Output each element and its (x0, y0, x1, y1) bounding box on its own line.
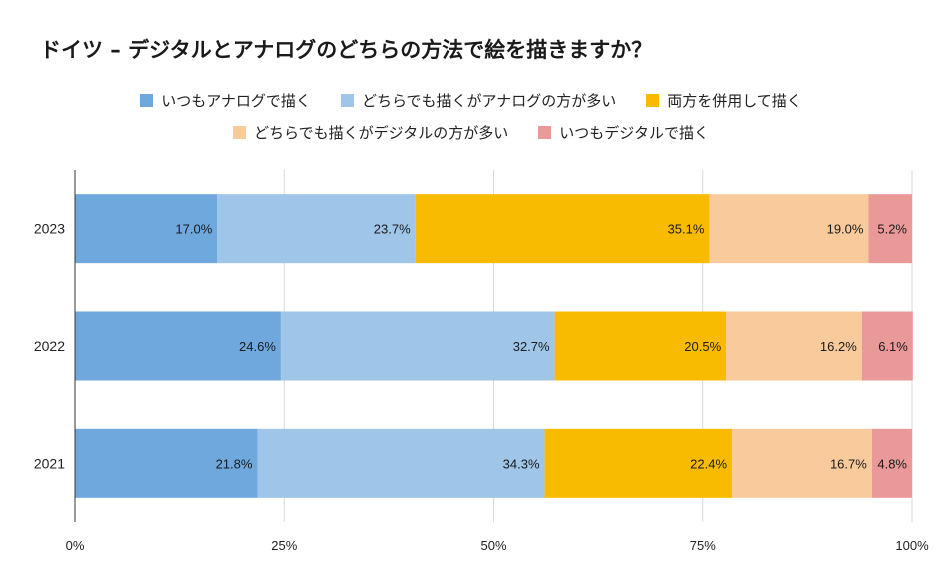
data-label: 4.8% (877, 456, 907, 471)
data-label: 6.1% (878, 339, 908, 354)
legend-row-2: どちらでも描くがデジタルの方が多い いつもデジタルで描く (0, 122, 942, 143)
x-tick-label: 75% (690, 538, 716, 553)
legend-item-mostly-digital: どちらでも描くがデジタルの方が多い (233, 122, 508, 143)
bar-segment (544, 428, 733, 498)
x-tick-label: 50% (480, 538, 506, 553)
legend-label: いつもデジタルで描く (559, 124, 709, 142)
legend-item-both: 両方を併用して描く (646, 90, 802, 111)
data-label: 16.2% (820, 339, 857, 354)
y-tick-label: 2023 (34, 221, 65, 237)
legend-label: 両方を併用して描く (667, 92, 802, 110)
bar-segment (75, 194, 218, 264)
bar-segment (75, 311, 281, 381)
legend-item-always-digital: いつもデジタルで描く (538, 122, 709, 143)
legend-swatch (233, 126, 247, 139)
data-label: 32.7% (513, 339, 550, 354)
legend-row-1: いつもアナログで描く どちらでも描くがアナログの方が多い 両方を併用して描く (0, 90, 942, 111)
x-tick-label: 100% (895, 538, 929, 553)
legend-swatch (340, 94, 354, 107)
bar-segment (709, 194, 869, 264)
data-label: 21.8% (216, 456, 253, 471)
bar-segment (217, 194, 416, 264)
legend-item-mostly-analog: どちらでも描くがアナログの方が多い (340, 90, 617, 111)
data-label: 19.0% (827, 222, 864, 237)
legend-label: いつもアナログで描く (161, 92, 311, 110)
data-label: 34.3% (503, 456, 540, 471)
bar-segment (280, 311, 555, 381)
data-label: 5.2% (877, 222, 907, 237)
legend-label: どちらでも描くがアナログの方が多い (361, 92, 617, 110)
bar-segment (861, 311, 913, 381)
x-tick-label: 0% (66, 538, 85, 553)
bar-segment (868, 194, 912, 264)
data-label: 20.5% (684, 339, 721, 354)
data-label: 16.7% (830, 456, 867, 471)
bar-segment (732, 428, 872, 498)
data-label: 17.0% (175, 222, 212, 237)
data-label: 22.4% (690, 456, 727, 471)
legend-item-always-analog: いつもアナログで描く (140, 90, 311, 111)
y-tick-label: 2021 (34, 455, 65, 471)
bar-segment (75, 428, 258, 498)
legend-swatch (646, 94, 660, 107)
bar-segment (257, 428, 545, 498)
y-tick-label: 2022 (34, 338, 65, 354)
data-label: 35.1% (668, 222, 705, 237)
bar-segment (554, 311, 727, 381)
chart-title: ドイツ – デジタルとアナログのどちらの方法で絵を描きますか？ (40, 38, 653, 62)
data-label: 24.6% (239, 339, 276, 354)
bar-segment (871, 428, 912, 498)
legend-swatch (538, 126, 552, 139)
x-tick-label: 25% (271, 538, 297, 553)
legend-label: どちらでも描くがデジタルの方が多い (254, 124, 509, 142)
bar-segment (415, 194, 710, 264)
data-label: 23.7% (374, 222, 411, 237)
legend-swatch (140, 94, 154, 107)
bar-segment (726, 311, 862, 381)
